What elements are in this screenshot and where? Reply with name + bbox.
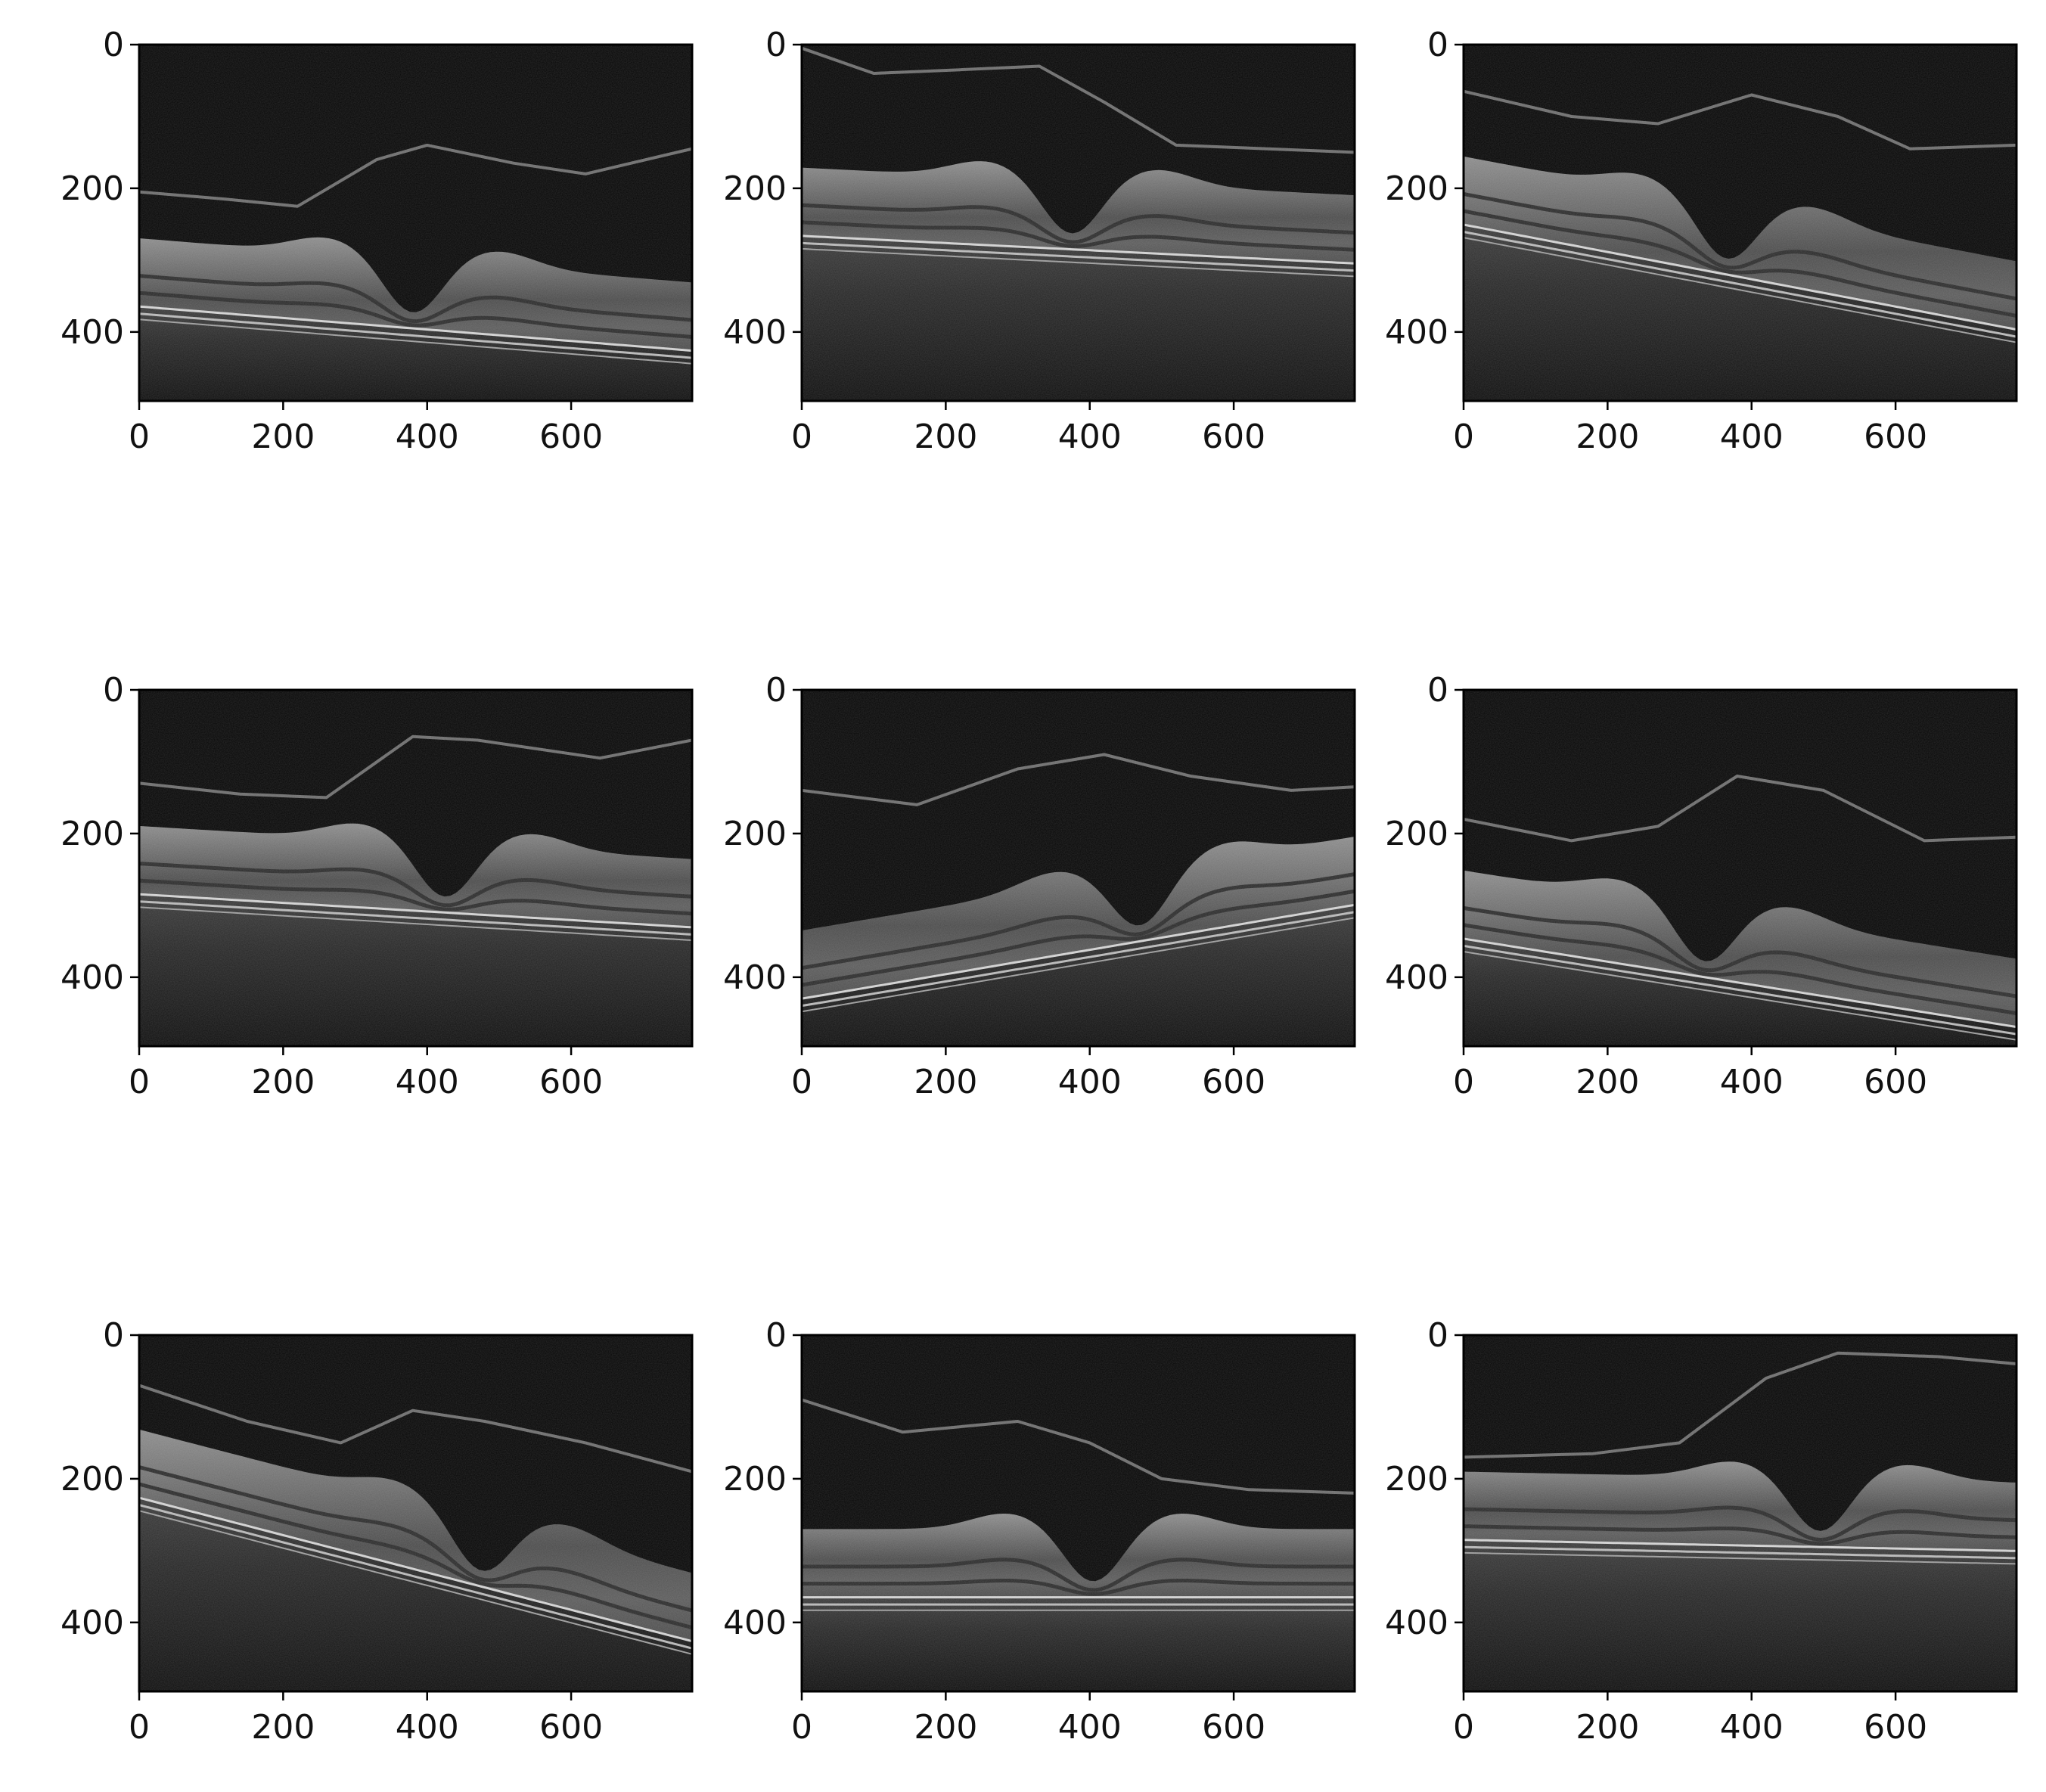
x-tick-label: 0 [129, 418, 150, 456]
x-tick-label: 400 [1720, 418, 1784, 456]
axes-frame [138, 688, 694, 1048]
x-tick-label: 0 [791, 1063, 812, 1101]
oct-scan-image [1464, 45, 2017, 401]
panel-3: 0 200 400 600 0 200 400 [1385, 26, 2018, 456]
oct-scan-image [139, 690, 692, 1046]
x-tick-label: 600 [539, 418, 603, 456]
oct-scan-image [802, 45, 1355, 401]
y-tick-label: 400 [1385, 1604, 1448, 1642]
axes-frame [800, 43, 1356, 402]
x-tick-label: 400 [1058, 418, 1122, 456]
x-tick-label: 0 [1453, 418, 1474, 456]
y-tick-label: 200 [1385, 815, 1448, 853]
x-tick-label: 400 [396, 1063, 459, 1101]
y-tick-label: 0 [765, 671, 787, 710]
x-tick-label: 600 [1864, 1708, 1927, 1747]
x-tick-label: 200 [914, 1708, 977, 1747]
panel-1: 0 200 400 600 0 200 400 [61, 26, 694, 456]
panel-2: 0 200 400 600 0 200 400 [723, 26, 1356, 456]
x-tick-label: 200 [251, 1063, 315, 1101]
y-tick-label: 400 [1385, 958, 1448, 997]
x-tick-label: 600 [1202, 1708, 1265, 1747]
x-tick-label: 600 [1864, 1063, 1927, 1101]
y-tick-label: 0 [765, 26, 787, 64]
x-tick-label: 200 [1576, 1708, 1639, 1747]
axes-frame [138, 43, 694, 402]
oct-scan-image [802, 690, 1355, 1046]
panel-5: 0 200 400 600 0 200 400 [723, 671, 1356, 1101]
x-tick-label: 400 [396, 1708, 459, 1747]
x-tick-label: 200 [251, 418, 315, 456]
axes-frame [138, 1334, 694, 1693]
axes-frame [800, 688, 1356, 1048]
x-tick-label: 400 [1058, 1708, 1122, 1747]
oct-scan-image [1464, 1335, 2017, 1691]
y-tick-label: 400 [723, 1604, 787, 1642]
panel-4: 0 200 400 600 0 200 400 [61, 671, 694, 1101]
x-tick-label: 0 [1453, 1063, 1474, 1101]
x-tick-label: 400 [1058, 1063, 1122, 1101]
panel-8: 0 200 400 600 0 200 400 [723, 1316, 1356, 1747]
y-tick-label: 0 [1427, 26, 1448, 64]
y-tick-label: 200 [61, 815, 124, 853]
oct-scan-image [802, 1335, 1355, 1691]
y-tick-label: 200 [723, 815, 787, 853]
y-tick-label: 400 [723, 313, 787, 352]
x-tick-label: 600 [1202, 1063, 1265, 1101]
y-tick-label: 0 [103, 1316, 124, 1355]
y-tick-label: 0 [103, 26, 124, 64]
y-tick-label: 0 [1427, 1316, 1448, 1355]
axes-frame [800, 1334, 1356, 1693]
y-tick-label: 0 [765, 1316, 787, 1355]
oct-scan-image [1464, 690, 2017, 1046]
panel-9: 0 200 400 600 0 200 400 [1385, 1316, 2018, 1747]
x-tick-label: 200 [914, 1063, 977, 1101]
y-tick-label: 200 [61, 169, 124, 208]
x-tick-label: 0 [1453, 1708, 1474, 1747]
x-tick-label: 400 [1720, 1063, 1784, 1101]
axes-frame [1462, 688, 2018, 1048]
x-tick-label: 200 [914, 418, 977, 456]
x-tick-label: 200 [251, 1708, 315, 1747]
y-tick-label: 200 [723, 169, 787, 208]
axes-frame [1462, 43, 2018, 402]
x-tick-label: 600 [1864, 418, 1927, 456]
y-tick-label: 0 [1427, 671, 1448, 710]
y-tick-label: 400 [61, 313, 124, 352]
x-tick-label: 400 [1720, 1708, 1784, 1747]
x-tick-label: 600 [539, 1063, 603, 1101]
x-tick-label: 600 [1202, 418, 1265, 456]
y-tick-label: 400 [1385, 313, 1448, 352]
y-tick-label: 0 [103, 671, 124, 710]
oct-scan-image [139, 1335, 692, 1691]
panels-layer: 0 200 400 600 0 200 400 0 200 400 600 0 200 400 0 200 40… [61, 26, 2018, 1747]
x-tick-label: 0 [129, 1063, 150, 1101]
y-tick-label: 200 [61, 1460, 124, 1499]
x-tick-label: 0 [791, 418, 812, 456]
panel-7: 0 200 400 600 0 200 400 [61, 1316, 694, 1747]
y-tick-label: 400 [723, 958, 787, 997]
x-tick-label: 0 [791, 1708, 812, 1747]
y-tick-label: 400 [61, 958, 124, 997]
oct-scan-image [139, 45, 692, 401]
x-tick-label: 200 [1576, 418, 1639, 456]
x-tick-label: 400 [396, 418, 459, 456]
y-tick-label: 200 [1385, 1460, 1448, 1499]
x-tick-label: 600 [539, 1708, 603, 1747]
x-tick-label: 200 [1576, 1063, 1639, 1101]
x-tick-label: 0 [129, 1708, 150, 1747]
axes-frame [1462, 1334, 2018, 1693]
y-tick-label: 400 [61, 1604, 124, 1642]
y-tick-label: 200 [1385, 169, 1448, 208]
panel-6: 0 200 400 600 0 200 400 [1385, 671, 2018, 1101]
y-tick-label: 200 [723, 1460, 787, 1499]
